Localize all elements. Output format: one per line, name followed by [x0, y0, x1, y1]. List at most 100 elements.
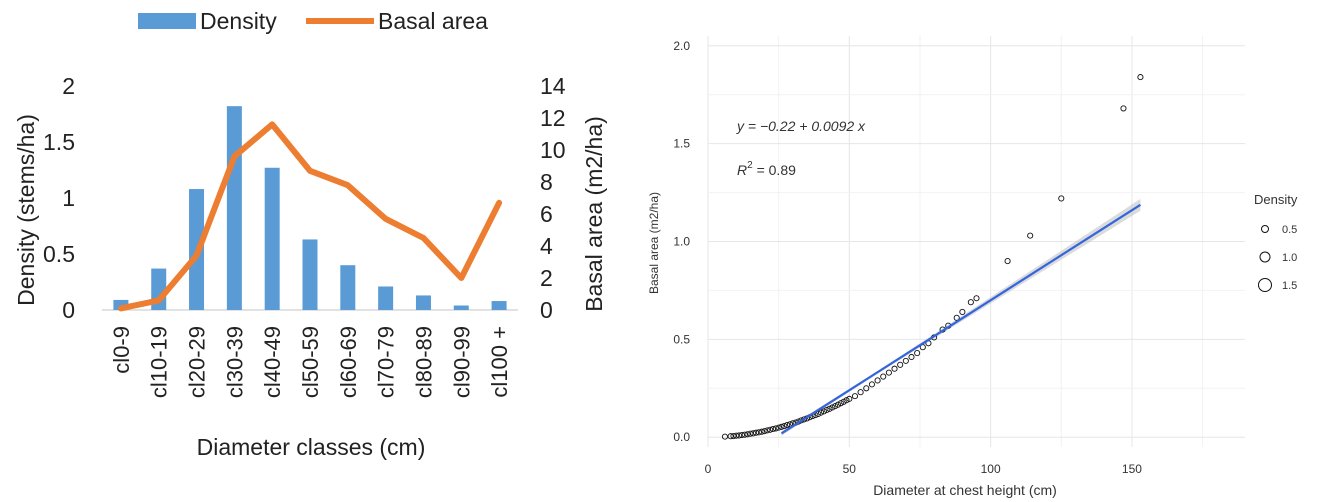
- density-bar: [491, 301, 507, 310]
- y-tick-label: 2.0: [673, 39, 690, 53]
- right-y-tick-labels: 0 2 4 6 8 10 12 14: [540, 73, 566, 323]
- data-point: [851, 393, 859, 400]
- data-point: [736, 432, 743, 439]
- left-y-tick-label: 1.5: [43, 129, 75, 155]
- x-tick-label: cl30-39: [222, 326, 247, 398]
- data-point: [874, 377, 881, 384]
- left-y-axis-title: Density (stems/ha): [13, 114, 39, 306]
- data-point: [837, 400, 844, 407]
- data-point: [880, 373, 887, 380]
- data-point: [775, 424, 782, 431]
- data-point: [832, 403, 839, 410]
- right-y-tick-label: 12: [540, 105, 566, 131]
- left-y-tick-label: 2: [62, 73, 75, 99]
- density-bar: [113, 299, 129, 310]
- data-point: [721, 433, 729, 440]
- density-bars: [113, 106, 507, 310]
- left-y-tick-label: 1: [62, 185, 75, 211]
- right-y-tick-label: 2: [540, 265, 553, 291]
- data-point: [959, 308, 966, 316]
- legend-density-label: Density: [200, 8, 277, 34]
- data-point: [1120, 105, 1127, 112]
- scatter-points: [721, 74, 1144, 440]
- x-tick-label: 100: [981, 462, 1001, 476]
- data-point: [908, 353, 915, 361]
- y-tick-label: 1.0: [673, 235, 690, 249]
- y-axis-title: Basal area (m2/ha): [647, 192, 661, 294]
- data-point: [863, 385, 870, 392]
- x-tick-label: cl40-49: [260, 326, 285, 398]
- data-point: [733, 432, 740, 439]
- data-point: [973, 295, 980, 302]
- r-squared-exponent: 2: [747, 160, 753, 171]
- right-y-tick-label: 8: [540, 169, 553, 195]
- data-point: [730, 432, 737, 440]
- density-bar: [226, 106, 242, 310]
- x-tick-label: 150: [1122, 462, 1142, 476]
- y-tick-labels: 0.0 0.5 1.0 1.5 2.0: [673, 39, 690, 444]
- data-point: [758, 428, 765, 435]
- data-point: [846, 395, 853, 402]
- data-point: [778, 423, 785, 430]
- r-squared-label: R2 = 0.89: [737, 160, 796, 178]
- right-y-tick-label: 6: [540, 201, 553, 227]
- x-axis-title: Diameter at chest height (cm): [873, 482, 1057, 498]
- left-y-tick-labels: 0 0.5 1 1.5 2: [43, 73, 75, 323]
- x-tick-label: cl20-29: [185, 326, 210, 398]
- data-point: [823, 406, 830, 414]
- right-y-tick-label: 14: [540, 73, 566, 99]
- data-point: [738, 432, 745, 439]
- left-y-tick-label: 0.5: [43, 241, 75, 267]
- data-point: [772, 425, 779, 432]
- x-tick-label: cl10-19: [147, 326, 172, 398]
- x-tick-label: cl0-9: [109, 326, 134, 374]
- density-bar: [264, 167, 280, 310]
- density-bar: [415, 295, 431, 310]
- x-tick-label: cl50-59: [298, 326, 323, 398]
- data-point: [727, 433, 734, 440]
- legend-density-swatch: [138, 13, 196, 29]
- data-point: [914, 350, 921, 357]
- data-point: [967, 299, 974, 306]
- density-bar: [302, 239, 318, 310]
- x-axis-title: Diameter classes (cm): [197, 434, 426, 460]
- density-basal-area-chart: Density Basal area 0 0.5 1 1.5 2 0 2 4 6 8 10 12 14…: [13, 8, 607, 460]
- data-point: [953, 314, 960, 321]
- size-legend-key: [1259, 251, 1271, 263]
- data-point: [744, 431, 751, 438]
- x-tick-label: cl80-89: [411, 326, 436, 398]
- r-squared-symbol: R: [737, 162, 747, 178]
- data-point: [1027, 232, 1034, 239]
- size-legend-label: 1.0: [1282, 252, 1297, 264]
- data-point: [781, 423, 788, 430]
- data-point: [857, 389, 864, 396]
- data-point: [868, 381, 875, 388]
- y-tick-label: 0.0: [673, 430, 690, 444]
- data-point: [1004, 258, 1011, 265]
- legend-basal-area-label: Basal area: [378, 8, 488, 34]
- data-point: [1137, 74, 1144, 81]
- size-legend-label: 1.5: [1282, 280, 1297, 292]
- data-point: [891, 365, 898, 372]
- density-bar: [453, 305, 469, 310]
- data-point: [1058, 195, 1065, 202]
- right-y-tick-label: 0: [540, 297, 553, 323]
- x-tick-label: cl70-79: [374, 326, 399, 398]
- x-tick-labels: 0 50 100 150: [705, 462, 1143, 476]
- x-tick-label: 50: [843, 462, 857, 476]
- legend: Density Basal area: [138, 8, 488, 34]
- data-point: [820, 408, 827, 415]
- size-legend: Density 0.5 1.0 1.5: [1254, 192, 1298, 292]
- basal-area-line: [117, 121, 503, 312]
- size-legend-key: [1258, 278, 1272, 292]
- data-point: [750, 430, 757, 437]
- size-legend-items: 0.5 1.0 1.5: [1258, 224, 1297, 292]
- data-point: [747, 430, 754, 437]
- x-tick-label: cl90-99: [449, 326, 474, 398]
- y-tick-label: 0.5: [673, 332, 690, 346]
- data-point: [843, 397, 850, 404]
- x-tick-label: cl100 +: [487, 326, 512, 398]
- dbh-basal-area-scatter: 0 50 100 150 0.0 0.5 1.0 1.5 2.0 y = −0.22 + 0.…: [647, 36, 1298, 498]
- x-tick-labels: cl0-9 cl10-19 cl20-29 cl30-39 cl40-49 cl50-59…: [109, 326, 512, 398]
